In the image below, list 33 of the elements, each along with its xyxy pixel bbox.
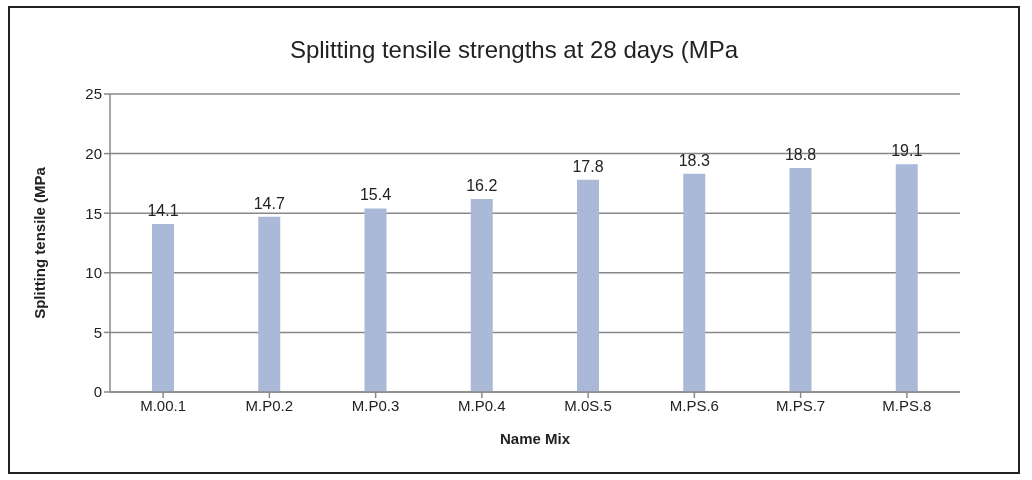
y-tick-label: 0 [93,383,102,401]
bar [895,164,918,392]
bar [683,173,706,392]
bar [364,208,387,392]
data-label: 15.4 [359,186,392,204]
data-label: 18.8 [784,145,817,163]
y-axis-title: Splitting tensile (MPa [31,166,49,319]
x-tick-label: M.P0.3 [351,396,400,414]
bar [577,179,599,392]
x-tick-label: M.0S.5 [564,396,612,414]
chart-title: Splitting tensile strengths at 28 days (MPa [288,36,740,64]
y-tick-label: 20 [85,144,102,162]
x-tick-label: M.P0.2 [245,396,294,414]
bar [789,167,812,392]
bar [258,216,281,392]
data-label: 18.3 [678,151,710,169]
data-label: 17.8 [572,157,604,175]
data-label: 19.1 [891,142,923,160]
x-tick-label: M.00.1 [140,396,187,414]
x-tick-label: M.PS.8 [882,396,932,414]
bar [470,198,493,392]
y-tick-label: 15 [85,204,102,222]
data-label: 14.1 [147,201,179,219]
y-tick-label: 10 [85,264,102,282]
data-label: 14.7 [253,194,285,212]
x-tick-label: M.PS.6 [669,396,719,414]
x-tick-label: M.P0.4 [458,396,506,414]
y-tick-label: 5 [93,323,102,341]
bar [152,223,174,392]
data-label: 16.2 [466,176,498,194]
x-tick-label: M.PS.7 [776,396,826,414]
x-axis-title: Name Mix [499,430,571,447]
y-tick-label: 25 [85,85,102,103]
